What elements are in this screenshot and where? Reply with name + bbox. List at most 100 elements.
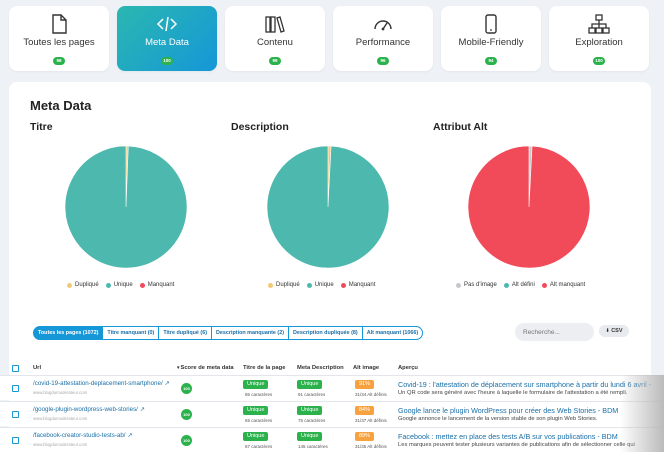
csv-export-button[interactable]: ⬇ CSV (599, 325, 629, 337)
legend-label: Pas d'image (464, 282, 497, 288)
column-header-score[interactable]: ▼Score de meta data (176, 365, 234, 371)
tab-mobile-friendly[interactable]: Mobile-Friendly 94 (441, 6, 541, 71)
legend-label: Unique (314, 282, 334, 288)
preview-description: Les marques peuvent tester plusieurs var… (398, 442, 635, 448)
pie-chart-titre (64, 145, 188, 269)
column-header-score-label: Score de meta data (180, 365, 234, 371)
legend-item[interactable]: Alt manquant (541, 282, 586, 288)
tab-meta-data[interactable]: Meta Data 100 (117, 6, 217, 71)
legend-swatch (456, 282, 461, 288)
table-row[interactable]: /facebook-creator-studio-tests-ab/ ↗ www… (0, 427, 664, 452)
gauge-icon (374, 20, 392, 31)
row-url[interactable]: /google-plugin-wordpress-web-stories/ ↗ (33, 406, 145, 413)
filter-toutes-les-pages[interactable]: Toutes les pages (1072) (33, 326, 104, 340)
legend-swatch (503, 282, 509, 288)
score-circle: 100 (181, 409, 192, 420)
score-badge: 96 (377, 57, 389, 65)
row-checkbox[interactable] (12, 437, 19, 444)
title-char-count: 86 caractères (245, 392, 273, 397)
legend-item[interactable]: Dupliqué (268, 282, 300, 288)
filter-titre-duplique[interactable]: Titre dupliqué (6) (158, 326, 212, 340)
legend-item[interactable]: Dupliqué (67, 282, 99, 288)
desc-status-tag: Unique (297, 432, 323, 441)
pie-chart-description (266, 145, 390, 269)
tab-label: Mobile-Friendly (458, 37, 524, 48)
external-link-icon[interactable]: ↗ (139, 406, 145, 413)
sitemap-icon (588, 14, 610, 34)
preview-title[interactable]: Google lance le plugin WordPress pour cr… (398, 406, 619, 415)
title-char-count: 67 caractères (245, 444, 273, 449)
row-url[interactable]: /facebook-creator-studio-tests-ab/ ↗ (33, 432, 133, 439)
tab-label: Contenu (257, 37, 293, 48)
alt-count: 31/37 Alt définis (355, 418, 387, 423)
desc-status-tag: Unique (297, 406, 323, 415)
audit-tabs: Toutes les pages 98 Meta Data 100 Conten… (9, 6, 655, 71)
section-title-titre: Titre (30, 121, 53, 133)
legend-item[interactable]: Pas d'image (456, 282, 497, 288)
tab-exploration[interactable]: Exploration 100 (549, 6, 649, 71)
score-circle: 100 (181, 383, 192, 394)
legend-label: Alt manquant (549, 282, 586, 288)
legend-label: Manquant (348, 282, 376, 288)
row-checkbox[interactable] (12, 411, 19, 418)
score-badge: 100 (161, 57, 173, 65)
legend-swatch (67, 282, 72, 288)
books-icon (265, 16, 285, 33)
section-title-attribut-alt: Attribut Alt (433, 121, 488, 133)
tab-label: Toutes les pages (23, 37, 95, 48)
code-icon (156, 16, 178, 32)
legend-swatch (139, 282, 145, 288)
external-link-icon[interactable]: ↗ (127, 432, 133, 439)
score-badge: 100 (593, 57, 605, 65)
preview-title[interactable]: Covid-19 : l'attestation de déplacement … (398, 380, 652, 389)
preview-description: Google annonce le lancement de la versio… (398, 416, 598, 422)
score-badge: 99 (269, 57, 281, 65)
legend-item[interactable]: Unique (105, 282, 133, 288)
legend-item[interactable]: Alt défini (503, 282, 535, 288)
legend-item[interactable]: Unique (306, 282, 334, 288)
column-header-meta-description[interactable]: Meta Description (297, 365, 344, 371)
file-icon (52, 14, 67, 34)
column-header-apercu[interactable]: Aperçu (398, 365, 418, 371)
legend-item[interactable]: Manquant (340, 282, 376, 288)
alt-percent-tag: 91% (355, 380, 375, 389)
filter-alt-manquant[interactable]: Alt manquant (1066) (361, 326, 424, 340)
pie-slice-alt-manquant[interactable] (467, 145, 591, 269)
pie-slice-unique[interactable] (64, 145, 188, 269)
title-status-tag: Unique (243, 380, 269, 389)
alt-percent-tag: 89% (355, 432, 375, 441)
score-badge: 98 (53, 57, 65, 65)
pie-slice-unique[interactable] (266, 145, 390, 269)
select-all-checkbox[interactable] (12, 365, 19, 372)
column-header-titre[interactable]: Titre de la page (243, 365, 286, 371)
external-link-icon[interactable]: ↗ (164, 380, 170, 387)
tab-label: Meta Data (145, 37, 189, 48)
legend-swatch (541, 282, 547, 288)
filter-titre-manquant[interactable]: Titre manquant (0) (102, 326, 160, 340)
tab-contenu[interactable]: Contenu 99 (225, 6, 325, 71)
legend-label: Dupliqué (75, 282, 99, 288)
row-checkbox[interactable] (12, 385, 19, 392)
column-header-url[interactable]: Url (33, 365, 42, 371)
desc-char-count: 91 caractères (298, 392, 326, 397)
scroll-fade-overlay (620, 375, 664, 452)
preview-title[interactable]: Facebook : mettez en place des tests A/B… (398, 432, 618, 441)
section-title-description: Description (231, 121, 289, 133)
tab-toutes-les-pages[interactable]: Toutes les pages 98 (9, 6, 109, 71)
legend-item[interactable]: Manquant (139, 282, 174, 288)
table-row[interactable]: /google-plugin-wordpress-web-stories/ ↗ … (0, 401, 664, 426)
row-url[interactable]: /covid-19-attestation-deplacement-smartp… (33, 380, 170, 387)
alt-count: 31/35 Alt définis (355, 444, 387, 449)
filter-description-manquante[interactable]: Description manquante (2) (211, 326, 289, 340)
search-input[interactable] (515, 323, 594, 341)
title-status-tag: Unique (243, 432, 269, 441)
legend-swatch (340, 282, 346, 288)
column-header-alt-image[interactable]: Alt image (353, 365, 380, 371)
download-icon: ⬇ (605, 328, 610, 334)
tab-performance[interactable]: Performance 96 (333, 6, 433, 71)
filter-description-dupliquee[interactable]: Description dupliquée (8) (288, 326, 363, 340)
alt-count: 31/34 Alt définis (355, 392, 387, 397)
tab-label: Exploration (575, 37, 623, 48)
legend-label: Alt défini (511, 282, 535, 288)
table-row[interactable]: /covid-19-attestation-deplacement-smartp… (0, 375, 664, 400)
